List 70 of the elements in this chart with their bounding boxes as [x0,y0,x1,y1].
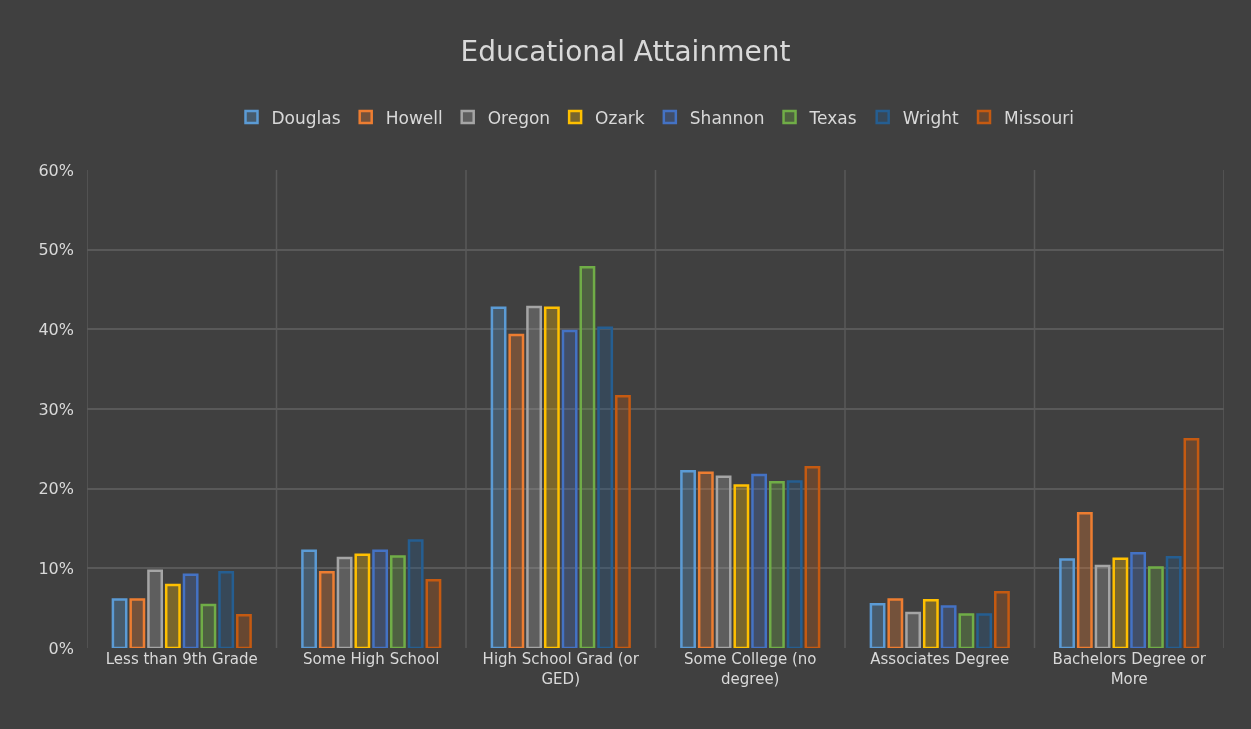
legend-label: Missouri [1004,107,1075,128]
y-tick-label: 60% [38,160,74,180]
legend-label: Howell [385,107,443,128]
bar [905,611,922,648]
bar [958,613,975,648]
bar [1183,438,1200,648]
bar [147,569,164,648]
bar [236,614,252,648]
x-tick-label: High School Grad (or GED) [482,650,640,688]
bar [318,571,335,648]
bar [182,573,199,648]
bar [1076,512,1093,648]
bar [1112,557,1129,648]
y-tick-label: 0% [48,638,74,658]
bar [200,603,217,648]
bar [751,473,768,648]
bar [354,553,371,648]
legend-label: Texas [808,107,857,128]
bar [715,475,732,648]
chart-title: Educational Attainment [460,34,791,68]
bar [389,555,406,648]
bar [1165,555,1182,648]
bar [543,306,560,648]
y-tick-label: 50% [38,240,74,260]
y-tick-label: 30% [38,399,74,419]
x-tick-label: Some College (no degree) [683,650,817,688]
bar [561,329,578,648]
bar [111,598,128,648]
bar [922,598,939,648]
bar [218,571,235,648]
x-tick-label: Bachelors Degree or More [1052,650,1207,688]
bar [1130,551,1147,648]
bar [164,583,181,648]
bar [579,265,596,648]
legend-label: Douglas [271,107,341,128]
bar [1147,566,1164,648]
bar [129,598,146,648]
bar [733,484,750,648]
bar [697,471,714,648]
bar [425,579,442,648]
bar [407,539,424,648]
legend-label: Ozark [595,107,645,128]
bar [786,480,803,648]
bar [526,305,543,648]
x-tick-label: Less than 9th Grade [105,650,258,668]
bar [1059,558,1075,648]
bar [336,556,353,648]
bar [680,469,696,648]
bar [597,326,614,648]
bar [869,602,886,648]
bar [372,549,389,648]
legend-label: Wright [902,107,960,128]
bar [994,590,1010,648]
bar [615,395,631,648]
legend-label: Shannon [689,107,765,128]
bar [1094,564,1111,648]
y-tick-label: 10% [38,558,74,578]
bar [301,549,317,648]
bar [940,605,957,648]
x-tick-label: Some High School [303,650,440,668]
bar [976,613,993,648]
y-tick-label: 40% [38,319,74,339]
bar [490,306,507,648]
bar [804,465,821,648]
legend-label: Oregon [487,107,551,128]
x-tick-label: Associates Degree [870,650,1010,668]
y-tick-label: 20% [38,479,74,499]
bar [887,598,904,648]
bar [768,481,785,648]
bar [508,333,525,648]
